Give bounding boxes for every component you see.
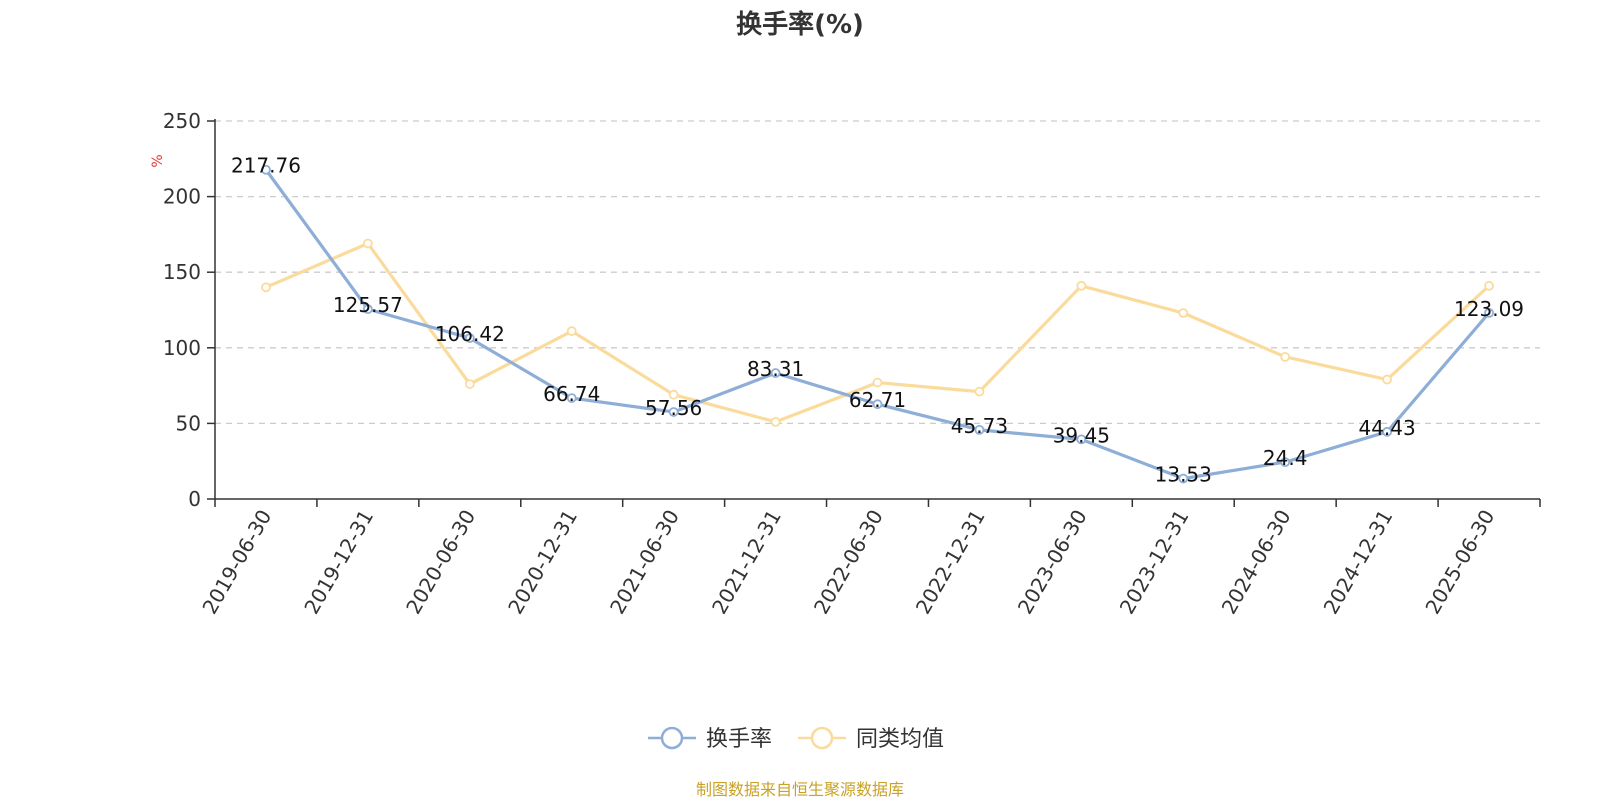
x-tick-label: 2021-06-30 — [605, 506, 684, 619]
series-point-0 — [770, 368, 781, 378]
legend-label-1: 同类均值 — [856, 727, 944, 752]
data-label: 39.45 — [1053, 423, 1110, 447]
series-point-0 — [261, 164, 271, 175]
series-point-0 — [974, 424, 985, 435]
series-point-0 — [464, 333, 475, 343]
x-tick-label: 2024-06-30 — [1217, 506, 1296, 619]
x-tick-label: 2022-06-30 — [809, 506, 888, 619]
series-point-1 — [1178, 308, 1189, 318]
series-point-1 — [974, 386, 985, 397]
series-point-0 — [668, 407, 679, 417]
x-tick-label: 2020-06-30 — [401, 506, 480, 619]
x-tick-label: 2024-12-31 — [1319, 506, 1398, 619]
y-tick-label: 100 — [163, 336, 201, 360]
y-tick-label: 250 — [163, 109, 201, 133]
x-tick-label: 2021-12-31 — [707, 506, 786, 619]
x-axis: 2019-06-30 2019-12-31 2020-06-30 2020-12-31… — [197, 498, 1541, 619]
data-label: 83.31 — [747, 357, 804, 381]
chart-title: 换手率(%) — [736, 9, 864, 40]
legend-marker-0 — [660, 726, 684, 750]
series-point-1 — [1076, 280, 1087, 291]
series-point-1 — [668, 389, 679, 400]
data-label: 45.73 — [951, 414, 1008, 438]
y-tick-label: 150 — [163, 260, 201, 284]
series-point-1 — [770, 416, 781, 427]
series-point-0 — [1280, 457, 1291, 468]
series-point-1 — [261, 282, 271, 293]
data-label: 57.56 — [645, 396, 702, 420]
series-point-1 — [1382, 374, 1393, 385]
x-tick-label: 2023-12-31 — [1115, 506, 1194, 619]
data-label: 125.57 — [333, 293, 403, 317]
series-point-1 — [872, 377, 883, 388]
series-point-0 — [362, 304, 373, 315]
legend: 换手率 同类均值 — [648, 726, 944, 752]
data-labels: 217.76 125.57 106.42 66.74 57.56 83.31 62.71 45… — [231, 154, 1524, 487]
series-layer — [261, 164, 1494, 484]
data-label: 66.74 — [543, 382, 600, 406]
data-label: 217.76 — [231, 154, 301, 178]
series-point-0 — [1382, 426, 1393, 437]
data-label: 106.42 — [435, 322, 505, 346]
series-point-0 — [1484, 307, 1494, 318]
x-tick-label: 2022-12-31 — [911, 506, 990, 619]
series-point-0 — [1076, 434, 1087, 445]
series-point-0 — [566, 393, 577, 403]
series-point-1 — [566, 326, 577, 337]
data-label: 123.09 — [1454, 297, 1524, 321]
y-tick-label: 0 — [188, 487, 201, 511]
y-axis-unit: % — [150, 154, 166, 167]
grid-lines — [215, 120, 1540, 425]
y-tick-label: 200 — [163, 185, 201, 209]
source-note: 制图数据来自恒生聚源数据库 — [696, 780, 904, 799]
y-tick-label: 50 — [176, 411, 201, 435]
x-tick-label: 2020-12-31 — [503, 506, 582, 619]
data-label: 13.53 — [1155, 463, 1212, 487]
series-point-0 — [1178, 473, 1189, 484]
data-label: 44.43 — [1358, 416, 1415, 440]
series-point-1 — [1280, 351, 1291, 362]
series-point-0 — [872, 399, 883, 410]
series-point-1 — [362, 238, 373, 249]
series-point-1 — [464, 379, 475, 389]
legend-label-0: 换手率 — [706, 727, 772, 752]
x-tick-label: 2019-12-31 — [299, 506, 378, 619]
legend-marker-1 — [810, 726, 834, 750]
y-axis: 0 50 100 150 200 250 — [163, 109, 216, 511]
x-tick-label: 2023-06-30 — [1013, 506, 1092, 619]
x-tick-label: 2025-06-30 — [1420, 506, 1499, 619]
x-tick-label: 2019-06-30 — [197, 506, 276, 619]
data-label: 24.4 — [1263, 446, 1308, 470]
data-label: 62.71 — [849, 388, 906, 412]
series-point-1 — [1484, 280, 1494, 291]
